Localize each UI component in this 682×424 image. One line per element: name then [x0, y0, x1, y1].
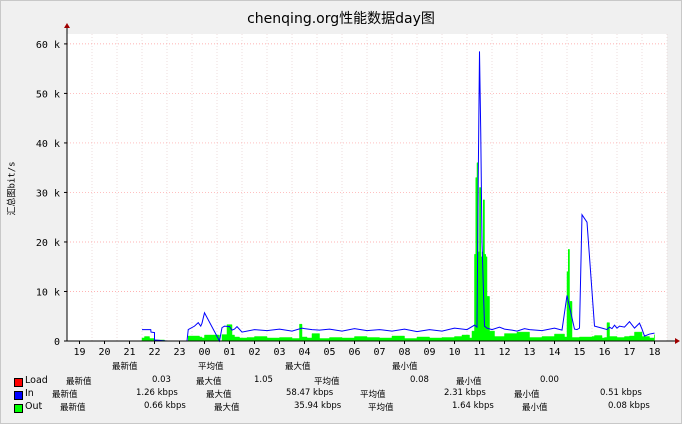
load-name: Load: [25, 375, 48, 386]
x-tick-label: 06: [348, 347, 360, 358]
in-name: In: [25, 388, 34, 399]
load-min-label: 最小值: [456, 377, 482, 387]
x-tick-label: 04: [298, 347, 310, 358]
out-latest-value: 0.66 kbps: [144, 401, 186, 411]
out-swatch: [14, 404, 23, 413]
x-tick-label: 22: [148, 347, 160, 358]
load-latest-label: 最新值: [66, 377, 92, 387]
in-swatch: [14, 391, 23, 400]
y-axis-arrow: [64, 23, 70, 28]
y-tick-label: 10 k: [36, 287, 60, 298]
x-tick-label: 20: [98, 347, 110, 358]
x-tick-label: 10: [448, 347, 460, 358]
x-tick-label: 17: [623, 347, 635, 358]
x-tick-label: 03: [273, 347, 285, 358]
x-tick-label: 07: [373, 347, 385, 358]
in-latest-value: 1.26 kbps: [136, 388, 178, 398]
x-tick-label: 00: [198, 347, 210, 358]
in-avg-value: 2.31 kbps: [444, 388, 486, 398]
load-max-label: 最大值: [196, 377, 222, 387]
header-avg: 平均值: [198, 362, 224, 372]
y-tick-label: 20 k: [36, 238, 60, 249]
out-max-label: 最大值: [214, 403, 240, 413]
in-max-value: 58.47 kbps: [286, 388, 334, 398]
chart-title: chenqing.org性能数据day图: [247, 11, 435, 27]
x-tick-label: 14: [548, 347, 560, 358]
x-tick-label: 01: [223, 347, 235, 358]
in-max-label: 最大值: [206, 390, 232, 400]
series-in-line: [142, 51, 655, 343]
in-min-value: 0.51 kbps: [600, 388, 642, 398]
x-tick-label: 15: [573, 347, 585, 358]
y-tick-label: 40 k: [36, 139, 60, 150]
y-tick-label: 0: [54, 337, 60, 348]
x-tick-label: 23: [173, 347, 185, 358]
x-tick-label: 08: [398, 347, 410, 358]
in-avg-label: 平均值: [360, 390, 386, 400]
x-tick-label: 05: [323, 347, 335, 358]
x-tick-label: 16: [598, 347, 610, 358]
series-out-area: [141, 162, 655, 342]
x-tick-label: 21: [123, 347, 135, 358]
out-max-value: 35.94 kbps: [294, 401, 342, 411]
y-tick-label: 50 k: [36, 89, 60, 100]
x-tick-label: 09: [423, 347, 435, 358]
x-tick-label: 13: [523, 347, 535, 358]
in-min-label: 最小值: [514, 390, 540, 400]
load-max-value: 1.05: [254, 375, 273, 385]
x-axis-arrow: [675, 338, 680, 344]
load-latest-value: 0.03: [152, 375, 171, 385]
load-swatch: [14, 378, 23, 387]
out-latest-label: 最新值: [60, 403, 86, 413]
out-min-label: 最小值: [522, 403, 548, 413]
out-avg-value: 1.64 kbps: [452, 401, 494, 411]
out-min-value: 0.08 kbps: [608, 401, 650, 411]
header-latest: 最新值: [112, 362, 138, 372]
out-avg-label: 平均值: [368, 403, 394, 413]
out-name: Out: [25, 401, 43, 412]
x-tick-label: 11: [473, 347, 485, 358]
header-min: 最小值: [392, 362, 418, 372]
in-latest-label: 最新值: [52, 390, 78, 400]
load-avg-value: 0.08: [410, 375, 429, 385]
load-avg-label: 平均值: [314, 377, 340, 387]
y-tick-label: 60 k: [36, 40, 60, 51]
x-tick-label: 18: [648, 347, 660, 358]
x-tick-label: 19: [73, 347, 85, 358]
x-tick-label: 12: [498, 347, 510, 358]
y-tick-label: 30 k: [36, 188, 60, 199]
header-max: 最大值: [285, 362, 311, 372]
load-min-value: 0.00: [540, 375, 559, 385]
x-tick-label: 02: [248, 347, 260, 358]
